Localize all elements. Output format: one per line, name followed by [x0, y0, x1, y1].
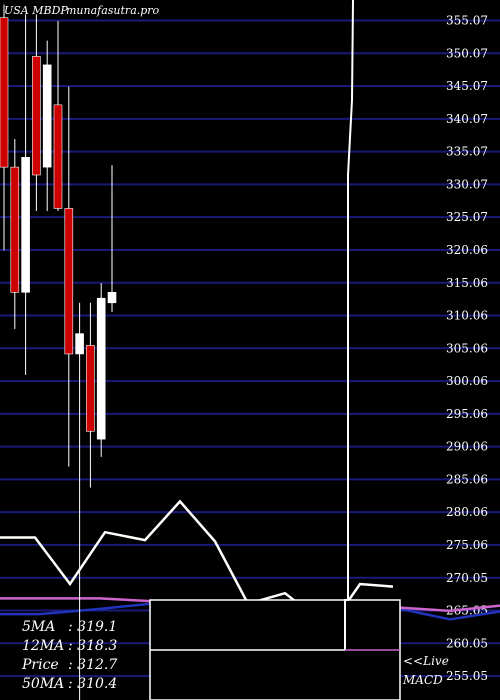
- y-tick-label: 300.06: [446, 374, 488, 388]
- candle-body: [21, 157, 30, 293]
- stat-value: : 310.4: [68, 676, 117, 692]
- stat-label: 12MA: [22, 638, 64, 654]
- y-tick-label: 295.06: [446, 407, 488, 421]
- y-tick-label: 315.06: [446, 276, 488, 290]
- y-tick-label: 255.05: [446, 669, 488, 683]
- candle-body: [0, 17, 9, 168]
- macd-label-line2: MACD: [402, 673, 443, 687]
- y-tick-label: 290.06: [446, 440, 488, 454]
- candles: [0, 4, 117, 700]
- y-tick-label: 320.06: [446, 243, 488, 257]
- candle-body: [10, 166, 20, 293]
- header-text: USA MBDP munafasutra.pro: [4, 4, 160, 17]
- stat-label: Price: [21, 657, 59, 673]
- y-tick-label: 270.05: [446, 571, 488, 585]
- site-label: munafasutra.pro: [66, 4, 160, 17]
- y-tick-label: 285.06: [446, 472, 488, 486]
- stat-value: : 319.1: [68, 619, 117, 635]
- candle-body: [42, 64, 52, 168]
- candle-body: [75, 333, 84, 355]
- y-tick-label: 345.07: [446, 79, 488, 93]
- macd-line: [344, 0, 354, 650]
- y-tick-label: 275.06: [446, 538, 488, 552]
- symbol-label: USA MBDP: [4, 4, 68, 17]
- candle-body: [107, 292, 117, 304]
- macd-label: <<Live MACD: [402, 654, 449, 687]
- y-tick-label: 330.07: [446, 177, 488, 191]
- y-tick-label: 335.07: [446, 145, 488, 159]
- stat-value: : 318.3: [68, 638, 117, 654]
- macd-label-line1: <<Live: [403, 654, 449, 668]
- y-axis-ticks: 355.07 350.07 345.07 340.07 335.07 330.07 325.…: [446, 14, 488, 684]
- ma-short-line: [0, 499, 394, 611]
- candle-body: [53, 104, 63, 209]
- y-tick-label: 340.07: [446, 112, 488, 126]
- y-tick-label: 355.07: [446, 14, 488, 28]
- y-tick-label: 305.06: [446, 341, 488, 355]
- candle-body: [86, 345, 95, 432]
- candle-body: [64, 208, 74, 355]
- macd-panel: [149, 0, 401, 700]
- y-tick-label: 325.07: [446, 210, 488, 224]
- stat-label: 5MA: [22, 619, 55, 635]
- y-tick-label: 280.06: [446, 505, 488, 519]
- candle-body: [96, 297, 106, 440]
- candle-body: [32, 56, 41, 176]
- y-tick-label: 260.05: [446, 636, 488, 650]
- stat-value: : 312.7: [68, 657, 117, 673]
- y-tick-label: 350.07: [446, 46, 488, 60]
- y-tick-label: 310.06: [446, 309, 488, 323]
- stat-label: 50MA: [22, 676, 64, 692]
